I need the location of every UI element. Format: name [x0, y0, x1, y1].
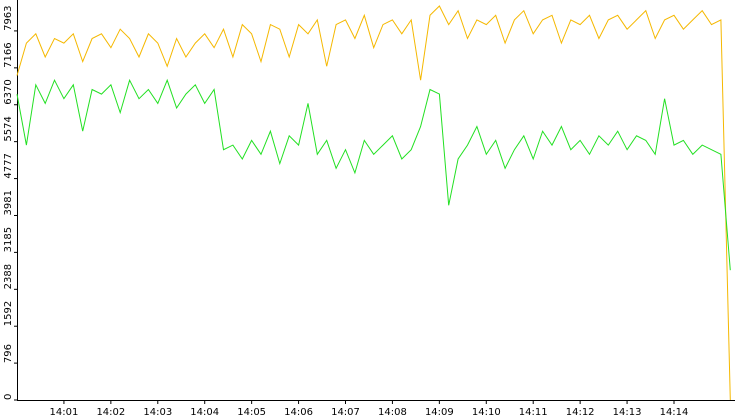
- series-line: [16, 78, 731, 271]
- x-tick-label: 14:02: [96, 407, 125, 415]
- y-tick-label: 796: [3, 344, 14, 363]
- y-tick-label: 1592: [3, 301, 14, 326]
- y-tick-label: 3185: [3, 227, 14, 252]
- x-tick-label: 14:03: [143, 407, 172, 415]
- x-tick-label: 14:12: [566, 407, 595, 415]
- x-tick-label: 14:10: [472, 407, 501, 415]
- x-tick-label: 14:04: [190, 407, 219, 415]
- y-tick-label: 0: [3, 394, 14, 400]
- series-line: [16, 5, 731, 401]
- x-tick-label: 14:08: [378, 407, 407, 415]
- x-tick-label: 14:05: [237, 407, 266, 415]
- x-tick-label: 14:11: [519, 407, 548, 415]
- y-tick-label: 4777: [3, 153, 14, 178]
- y-tick-label: 2388: [3, 264, 14, 289]
- y-tick-label: 3981: [3, 190, 14, 215]
- y-tick-label: 6370: [3, 79, 14, 104]
- y-tick-label: 5574: [3, 116, 14, 141]
- y-tick-label: 7963: [3, 5, 14, 30]
- x-tick-label: 14:06: [284, 407, 313, 415]
- y-tick-label: 7166: [3, 42, 14, 67]
- x-tick-label: 14:13: [613, 407, 642, 415]
- x-tick-label: 14:01: [50, 407, 79, 415]
- x-tick-label: 14:07: [331, 407, 360, 415]
- x-tick-label: 14:09: [425, 407, 454, 415]
- x-tick-label: 14:14: [660, 407, 689, 415]
